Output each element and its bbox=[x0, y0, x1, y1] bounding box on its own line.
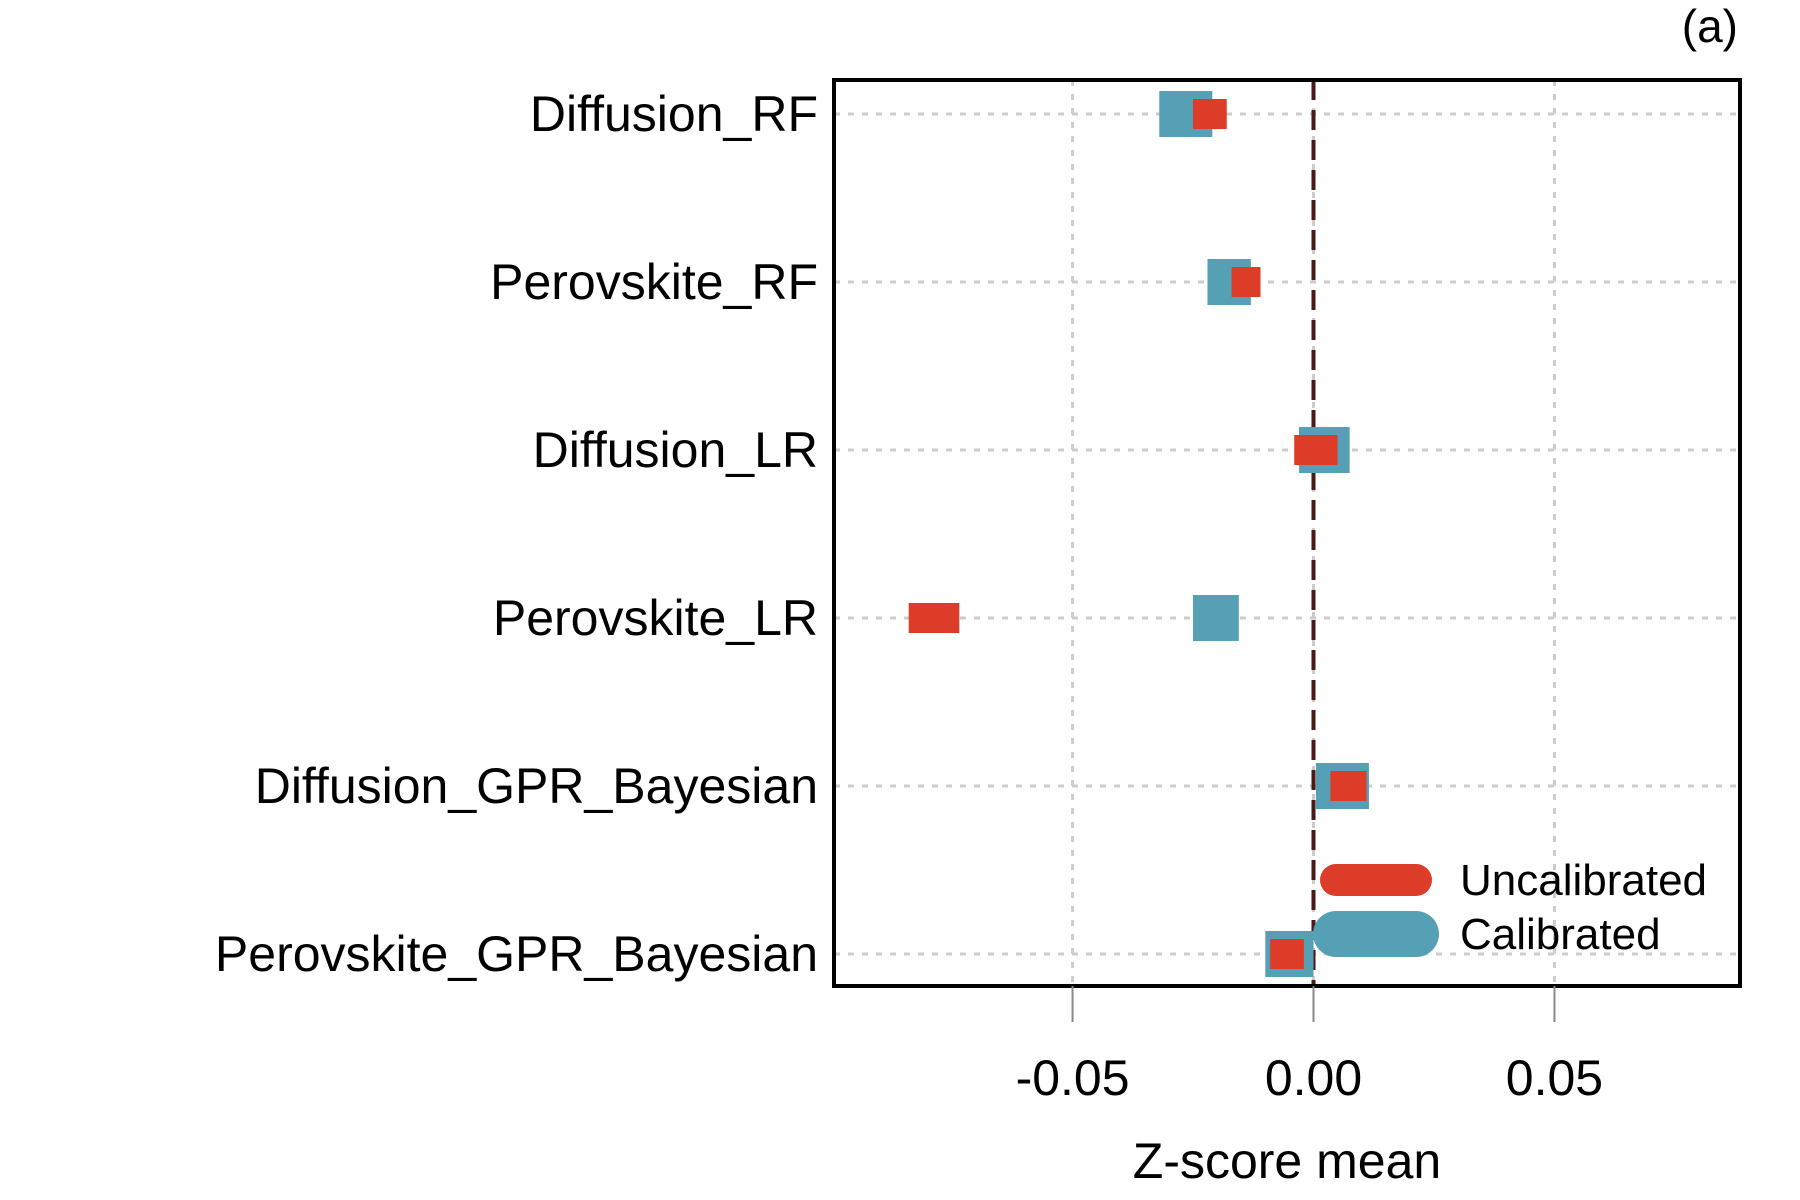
x-tick-label: 0.00 bbox=[1265, 1050, 1362, 1106]
legend-label-uncalibrated: Uncalibrated bbox=[1460, 856, 1707, 905]
panel-label: (a) bbox=[1682, 0, 1738, 52]
legend-label-calibrated: Calibrated bbox=[1460, 910, 1661, 959]
calibrated-interval bbox=[1193, 595, 1239, 641]
uncalibrated-interval bbox=[1330, 771, 1367, 801]
data-marks bbox=[908, 91, 1369, 977]
category-label: Perovskite_RF bbox=[490, 254, 818, 310]
category-labels: Diffusion_RF Perovskite_RF Diffusion_LR Per… bbox=[215, 86, 818, 982]
uncalibrated-interval bbox=[1294, 435, 1338, 465]
uncalibrated-interval bbox=[1270, 939, 1304, 969]
x-tick-label: -0.05 bbox=[1016, 1050, 1130, 1106]
category-label: Diffusion_LR bbox=[533, 422, 818, 478]
legend-swatch-uncalibrated bbox=[1320, 864, 1432, 896]
x-tick-label: 0.05 bbox=[1506, 1050, 1603, 1106]
category-label: Perovskite_LR bbox=[493, 590, 818, 646]
uncalibrated-interval bbox=[1231, 267, 1261, 297]
x-axis-title: Z-score mean bbox=[1133, 1133, 1441, 1189]
x-axis: -0.05 0.00 0.05 bbox=[1016, 986, 1603, 1106]
category-label: Diffusion_RF bbox=[530, 86, 818, 142]
grid bbox=[834, 80, 1740, 986]
legend-swatch-calibrated bbox=[1313, 911, 1439, 957]
category-label: Diffusion_GPR_Bayesian bbox=[255, 758, 818, 814]
uncalibrated-interval bbox=[908, 603, 960, 633]
legend: Uncalibrated Calibrated bbox=[1313, 856, 1707, 959]
category-label: Perovskite_GPR_Bayesian bbox=[215, 926, 818, 982]
uncalibrated-interval bbox=[1193, 99, 1227, 129]
plot-frame bbox=[832, 78, 1742, 988]
